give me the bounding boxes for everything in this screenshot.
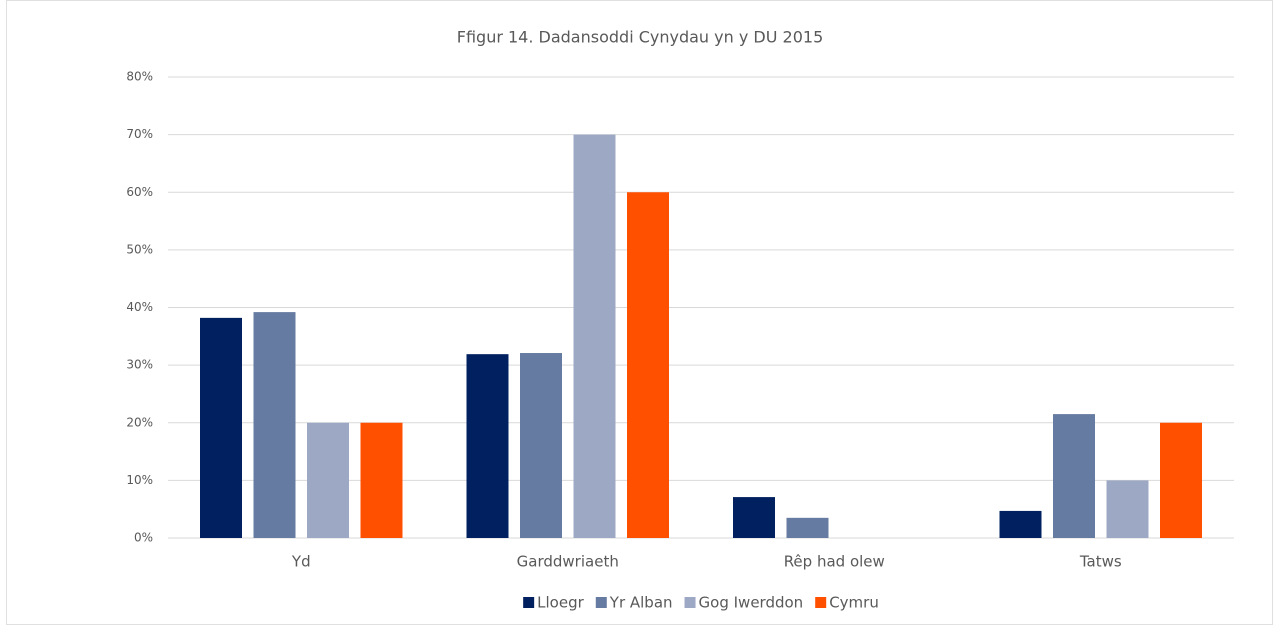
bar: [999, 510, 1042, 538]
bar: [200, 317, 242, 538]
bar: [733, 497, 775, 538]
y-tick-label: 40%: [126, 300, 153, 314]
y-tick-label: 50%: [126, 242, 153, 256]
y-tick-label: 10%: [126, 473, 153, 487]
legend-label: Gog Iwerddon: [699, 594, 804, 612]
bar: [360, 422, 403, 538]
y-tick-label: 30%: [126, 358, 153, 372]
y-tick-label: 0%: [134, 531, 153, 545]
bar: [573, 134, 616, 538]
legend-swatch: [815, 597, 827, 608]
chart-title: Ffigur 14. Dadansoddi Cynydau yn y DU 20…: [457, 28, 824, 47]
legend-swatch: [523, 597, 535, 608]
x-tick-label: Tatws: [1079, 553, 1122, 571]
y-tick-label: 60%: [126, 185, 153, 199]
legend-swatch: [684, 597, 696, 608]
bar: [627, 192, 669, 538]
legend-label: Lloegr: [537, 594, 584, 612]
bar: [253, 312, 296, 538]
bar: [466, 354, 509, 538]
x-tick-label: Garddwriaeth: [517, 553, 619, 571]
legend-swatch: [595, 597, 607, 608]
y-tick-label: 20%: [126, 415, 153, 429]
x-tick-label: Rêp had olew: [784, 553, 885, 571]
bar: [307, 422, 349, 538]
bar: [520, 353, 562, 538]
legend-label: Cymru: [829, 594, 879, 612]
bar: [1106, 480, 1149, 538]
bar: [1053, 414, 1095, 538]
y-tick-label: 80%: [126, 70, 153, 84]
x-tick-label: Yd: [291, 553, 311, 571]
bar: [786, 517, 829, 538]
y-tick-label: 70%: [126, 127, 153, 141]
legend-label: Yr Alban: [609, 594, 673, 612]
bar: [1160, 422, 1202, 538]
